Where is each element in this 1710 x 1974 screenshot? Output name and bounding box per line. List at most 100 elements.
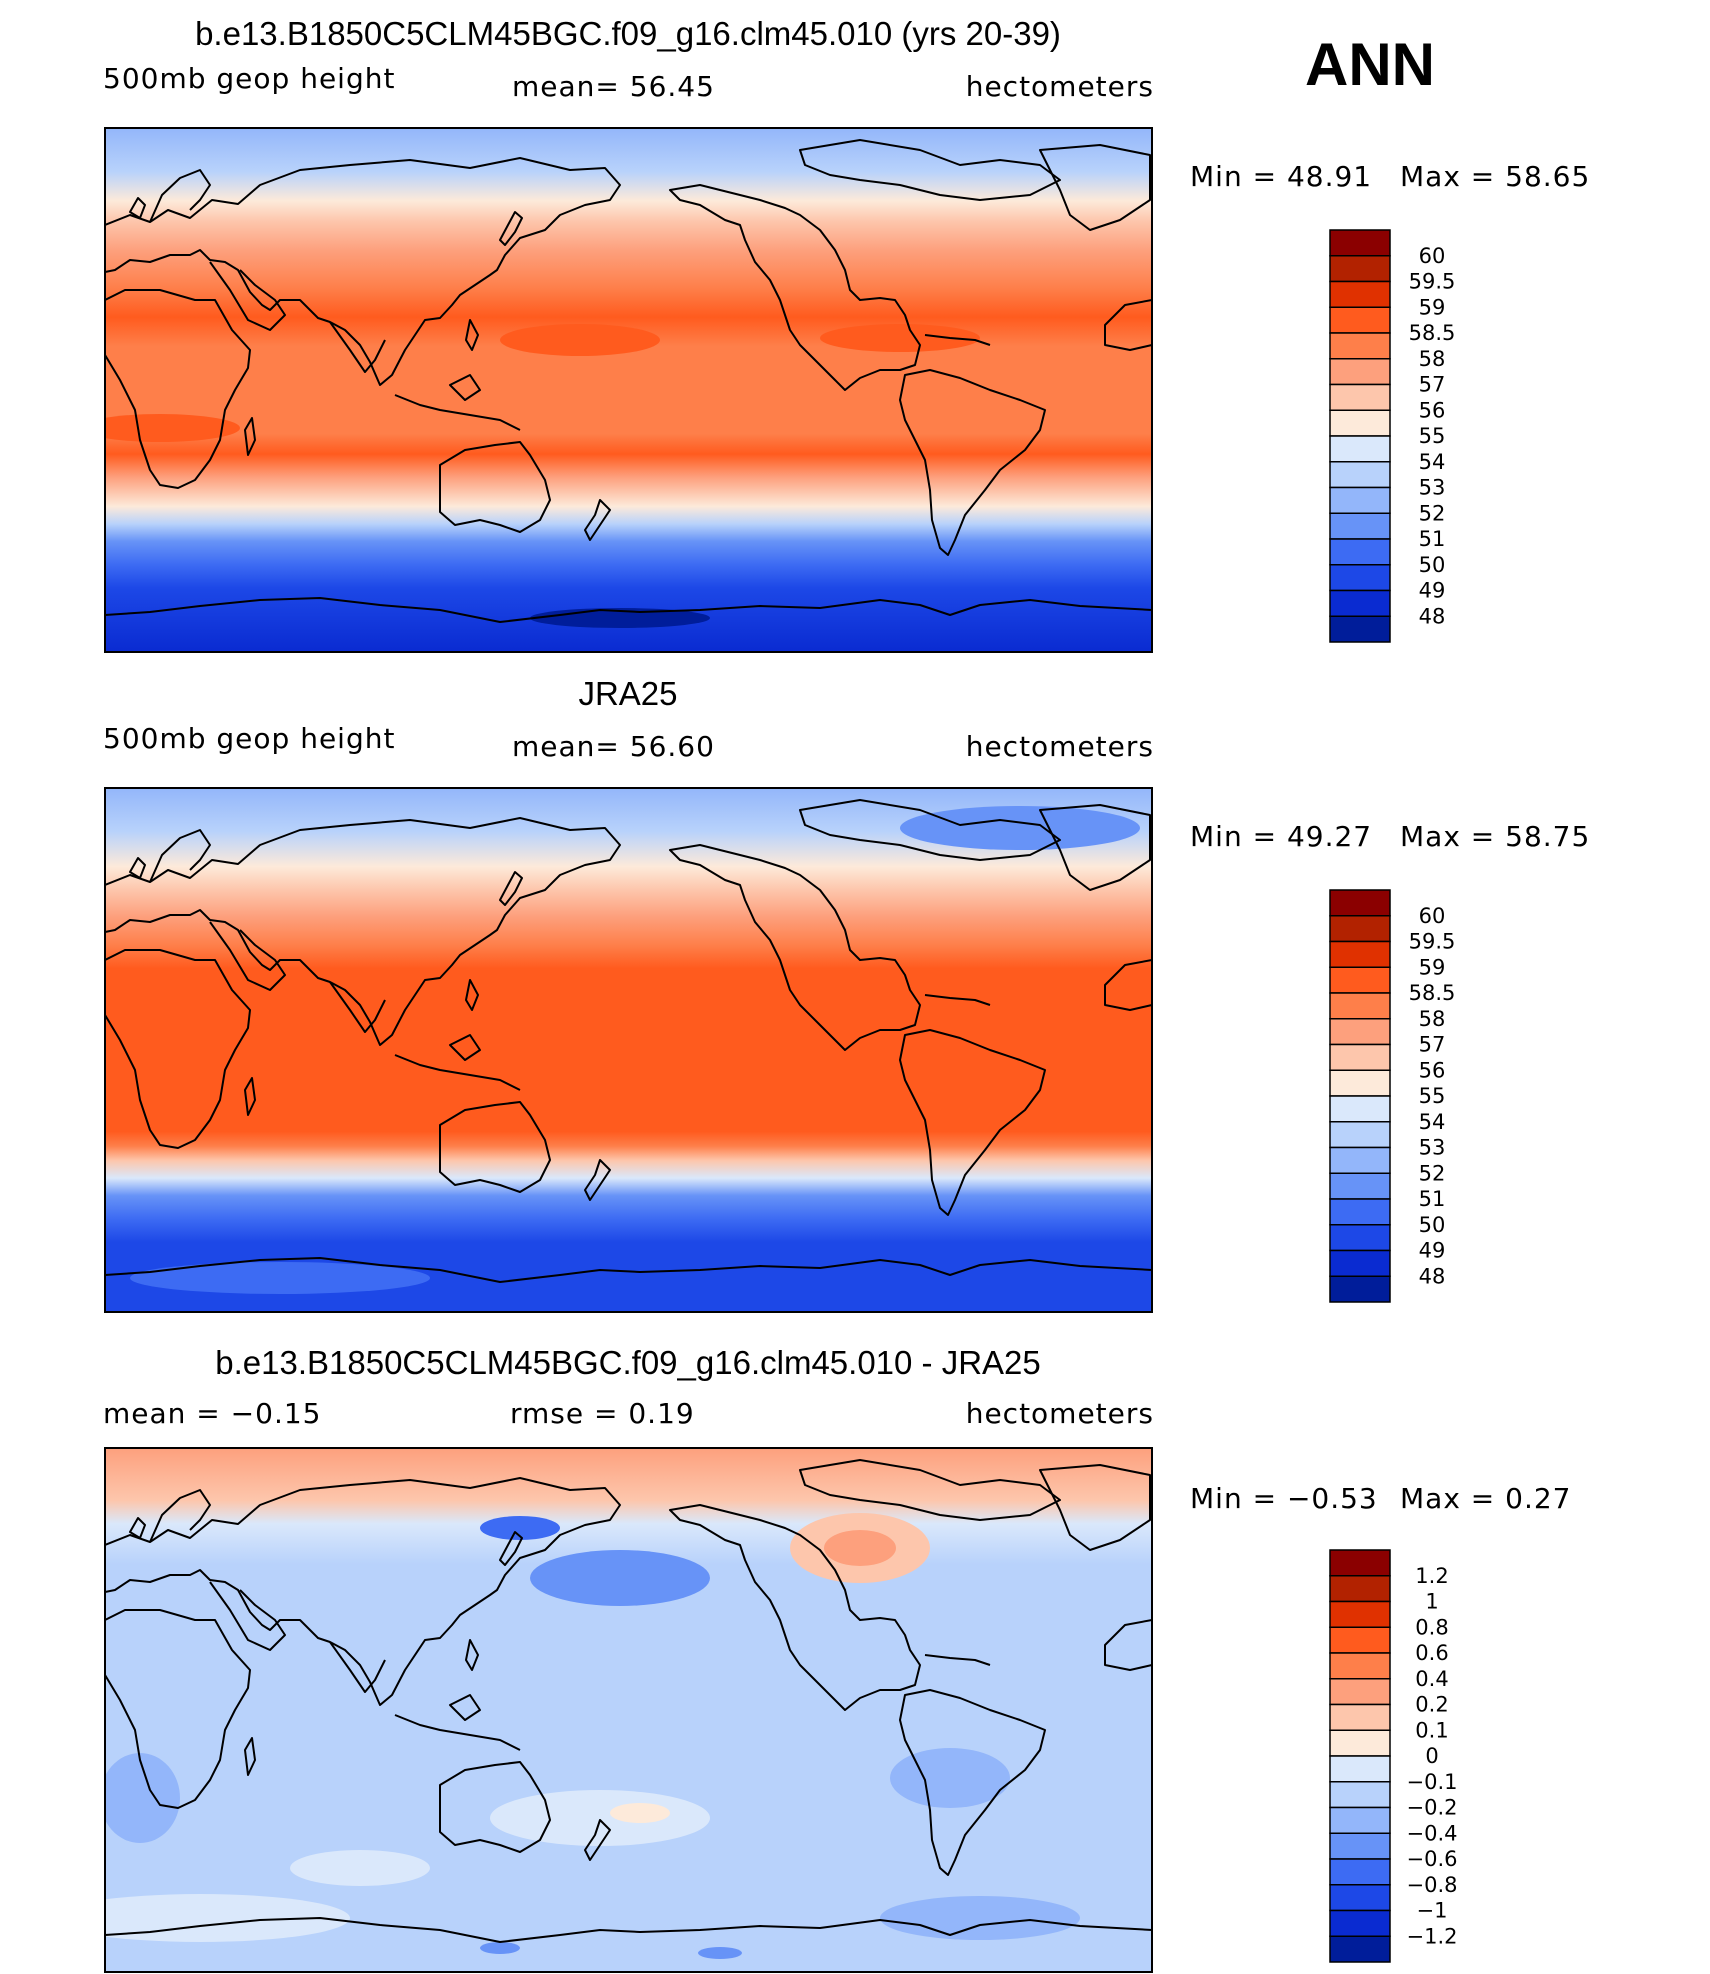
colorbar-0-label: 53	[1419, 476, 1446, 500]
panel-0-mean: mean= 56.45	[512, 70, 715, 103]
colorbar-0-box	[1329, 280, 1391, 308]
panel-2-max: Max = 0.27	[1400, 1482, 1572, 1515]
colorbar-1-label: 48	[1419, 1264, 1446, 1288]
negative-patch	[880, 1896, 1080, 1940]
colorbar-1-box	[1329, 1224, 1391, 1252]
colorbar-1-box	[1329, 940, 1391, 968]
colorbar-1-box	[1329, 915, 1391, 943]
colorbar-1-label: 56	[1419, 1058, 1446, 1082]
colorbar-1-label: 50	[1419, 1213, 1446, 1237]
colorbar-0-box	[1329, 383, 1391, 411]
colorbar-0-box	[1329, 409, 1391, 437]
positive-patch	[490, 1790, 710, 1846]
colorbar-2-label: −0.4	[1407, 1821, 1458, 1845]
colorbar-1-label: 54	[1419, 1110, 1446, 1134]
panel-1-map	[105, 788, 1152, 1312]
colorbar-0-label: 57	[1419, 373, 1446, 397]
colorbar-2-label: −1.2	[1407, 1924, 1458, 1948]
colorbar-2-label: 0	[1425, 1744, 1438, 1768]
colorbar-0-box	[1329, 564, 1391, 592]
colorbar-0-label: 48	[1419, 604, 1446, 628]
negative-patch	[890, 1748, 1010, 1808]
panel-2-rmse: rmse = 0.19	[510, 1397, 695, 1430]
colorbar-0-label: 52	[1419, 501, 1446, 525]
colorbar-1-label: 59	[1419, 955, 1446, 979]
season-label: ANN	[1305, 31, 1435, 98]
colorbar-1-label: 58.5	[1409, 981, 1456, 1005]
panel-2-mean: mean = −0.15	[103, 1397, 321, 1430]
panel-0-min: Min = 48.91	[1190, 160, 1372, 193]
colorbar-0-label: 59	[1419, 295, 1446, 319]
colorbar-1-box	[1329, 1121, 1391, 1149]
panel-2-map	[105, 1448, 1152, 1972]
colorbar-1-box	[1329, 1095, 1391, 1123]
panel-1-mean: mean= 56.60	[512, 730, 715, 763]
negative-patch	[698, 1947, 742, 1959]
colorbar-2-box	[1329, 1781, 1391, 1809]
colorbar-1-box	[1329, 966, 1391, 994]
panel-0-variable: 500mb geop height	[103, 62, 395, 95]
colorbar-1-box	[1329, 1018, 1391, 1046]
colorbar-1-label: 59.5	[1409, 930, 1456, 954]
colorbar-2-label: 0.1	[1415, 1718, 1448, 1742]
colorbar-2-label: 1.2	[1415, 1564, 1448, 1588]
colorbar-0-label: 56	[1419, 398, 1446, 422]
colorbar-2-box	[1329, 1703, 1391, 1731]
colorbar-1-label: 52	[1419, 1161, 1446, 1185]
colorbar-0-box	[1329, 229, 1391, 257]
panel-0-title: b.e13.B1850C5CLM45BGC.f09_g16.clm45.010 …	[195, 15, 1061, 52]
colorbar-1-label: 53	[1419, 1136, 1446, 1160]
colorbar-1-label: 58	[1419, 1007, 1446, 1031]
colorbar-2-box	[1329, 1832, 1391, 1860]
panel-1-variable: 500mb geop height	[103, 722, 395, 755]
colorbar-0-box	[1329, 589, 1391, 617]
colorbar-0-label: 49	[1419, 579, 1446, 603]
panel-1-frame	[104, 787, 1153, 1313]
colorbar-2-box	[1329, 1729, 1391, 1757]
colorbar-1-label: 51	[1419, 1187, 1446, 1211]
low-patch	[130, 1262, 430, 1294]
panel-0-frame	[104, 127, 1153, 653]
colorbar-1-label: 55	[1419, 1084, 1446, 1108]
panel-2-frame	[104, 1447, 1153, 1973]
colorbar-0-label: 51	[1419, 527, 1446, 551]
panel-1-max: Max = 58.75	[1400, 820, 1590, 853]
colorbar-2-box	[1329, 1755, 1391, 1783]
colorbar-2-box	[1329, 1806, 1391, 1834]
colorbar-2-label: 0.6	[1415, 1641, 1448, 1665]
colorbar-0-label: 55	[1419, 424, 1446, 448]
colorbar-2-box	[1329, 1600, 1391, 1628]
colorbar-2-label: −0.6	[1407, 1847, 1458, 1871]
colorbar-1-box	[1329, 889, 1391, 917]
colorbar-0-box	[1329, 358, 1391, 386]
high-anomaly-patch	[820, 324, 980, 352]
colorbar-0-box	[1329, 615, 1391, 643]
colorbar-2-box	[1329, 1575, 1391, 1603]
colorbar-2-box	[1329, 1858, 1391, 1886]
negative-patch	[530, 1550, 710, 1606]
positive-patch	[290, 1850, 430, 1886]
positive-patch	[610, 1803, 670, 1823]
colorbar-1-label: 60	[1419, 904, 1446, 928]
colorbar-0-label: 58	[1419, 347, 1446, 371]
negative-patch	[480, 1516, 560, 1540]
negative-patch	[480, 1942, 520, 1954]
colorbar-0-label: 54	[1419, 450, 1446, 474]
low-patch	[900, 806, 1140, 850]
colorbar-2-label: 0.4	[1415, 1667, 1448, 1691]
colorbar-2-box	[1329, 1884, 1391, 1912]
panel-0-map	[105, 128, 1152, 652]
colorbar-0-label: 58.5	[1409, 321, 1456, 345]
colorbar-2-label: 0.2	[1415, 1693, 1448, 1717]
colorbar-2-label: 0.8	[1415, 1615, 1448, 1639]
positive-patch	[824, 1530, 896, 1566]
panel-1-title: JRA25	[578, 675, 677, 712]
panel-0-field	[105, 128, 1152, 652]
colorbar-0-box	[1329, 332, 1391, 360]
colorbar-0-label: 59.5	[1409, 270, 1456, 294]
colorbar-0-box	[1329, 486, 1391, 514]
panel-0-max: Max = 58.65	[1400, 160, 1590, 193]
colorbar-1-box	[1329, 1249, 1391, 1277]
